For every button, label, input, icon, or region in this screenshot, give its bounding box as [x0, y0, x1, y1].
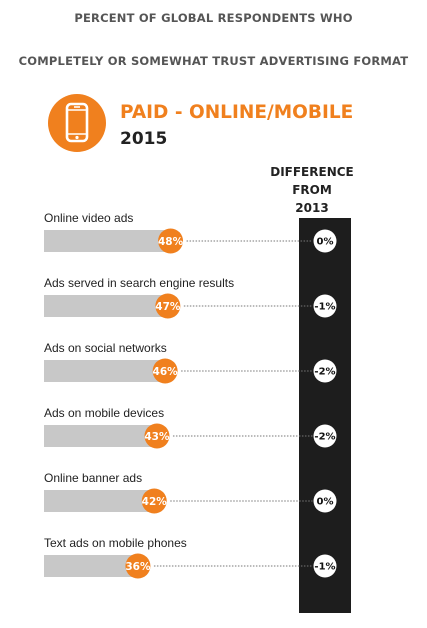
- category-label: Ads on social networks: [44, 341, 167, 355]
- difference-label: -2%: [314, 432, 335, 443]
- mobile-phone-icon: [48, 94, 106, 152]
- header-line-2: COMPLETELY OR SOMEWHAT TRUST ADVERTISING…: [18, 54, 409, 68]
- difference-badge: [313, 424, 337, 448]
- value-badge: [125, 553, 151, 579]
- value-badge: [152, 358, 178, 384]
- category-label: Ads on mobile devices: [44, 406, 164, 420]
- header-line-1: PERCENT OF GLOBAL RESPONDENTS WHO: [74, 11, 353, 25]
- category-label: Text ads on mobile phones: [44, 536, 187, 550]
- difference-badge: [313, 229, 337, 253]
- category-label: Online banner ads: [44, 471, 142, 485]
- value-label: 36%: [125, 561, 151, 573]
- bar: [44, 295, 172, 317]
- difference-badge: [313, 359, 337, 383]
- value-badge: [155, 293, 181, 319]
- difference-label: 0%: [317, 497, 334, 508]
- section-year: 2015: [120, 129, 168, 149]
- value-label: 47%: [155, 301, 181, 313]
- difference-column: [299, 218, 351, 613]
- difference-header-line-1: DIFFERENCE: [270, 165, 354, 179]
- difference-header: DIFFERENCE FROM 2013: [252, 163, 372, 217]
- category-label: Online video ads: [44, 211, 133, 225]
- difference-badge: [313, 294, 337, 318]
- difference-label: 0%: [317, 237, 334, 248]
- bar: [44, 360, 170, 382]
- difference-label: -1%: [314, 302, 335, 313]
- difference-label: -1%: [314, 562, 335, 573]
- difference-header-line-2: FROM: [292, 183, 332, 197]
- category-label: Ads served in search engine results: [44, 276, 234, 290]
- section-title: PAID - ONLINE/MOBILE: [120, 102, 354, 123]
- value-label: 43%: [144, 431, 170, 443]
- value-label: 46%: [153, 366, 179, 378]
- bar: [44, 425, 161, 447]
- difference-header-line-3: 2013: [295, 201, 329, 215]
- value-badge: [141, 488, 167, 514]
- value-label: 42%: [142, 496, 168, 508]
- value-label: 48%: [158, 236, 184, 248]
- bar: [44, 490, 159, 512]
- difference-label: -2%: [314, 367, 335, 378]
- bar: [44, 555, 142, 577]
- value-badge: [158, 228, 184, 254]
- value-badge: [144, 423, 170, 449]
- difference-badge: [313, 489, 337, 513]
- bar: [44, 230, 175, 252]
- difference-badge: [313, 554, 337, 578]
